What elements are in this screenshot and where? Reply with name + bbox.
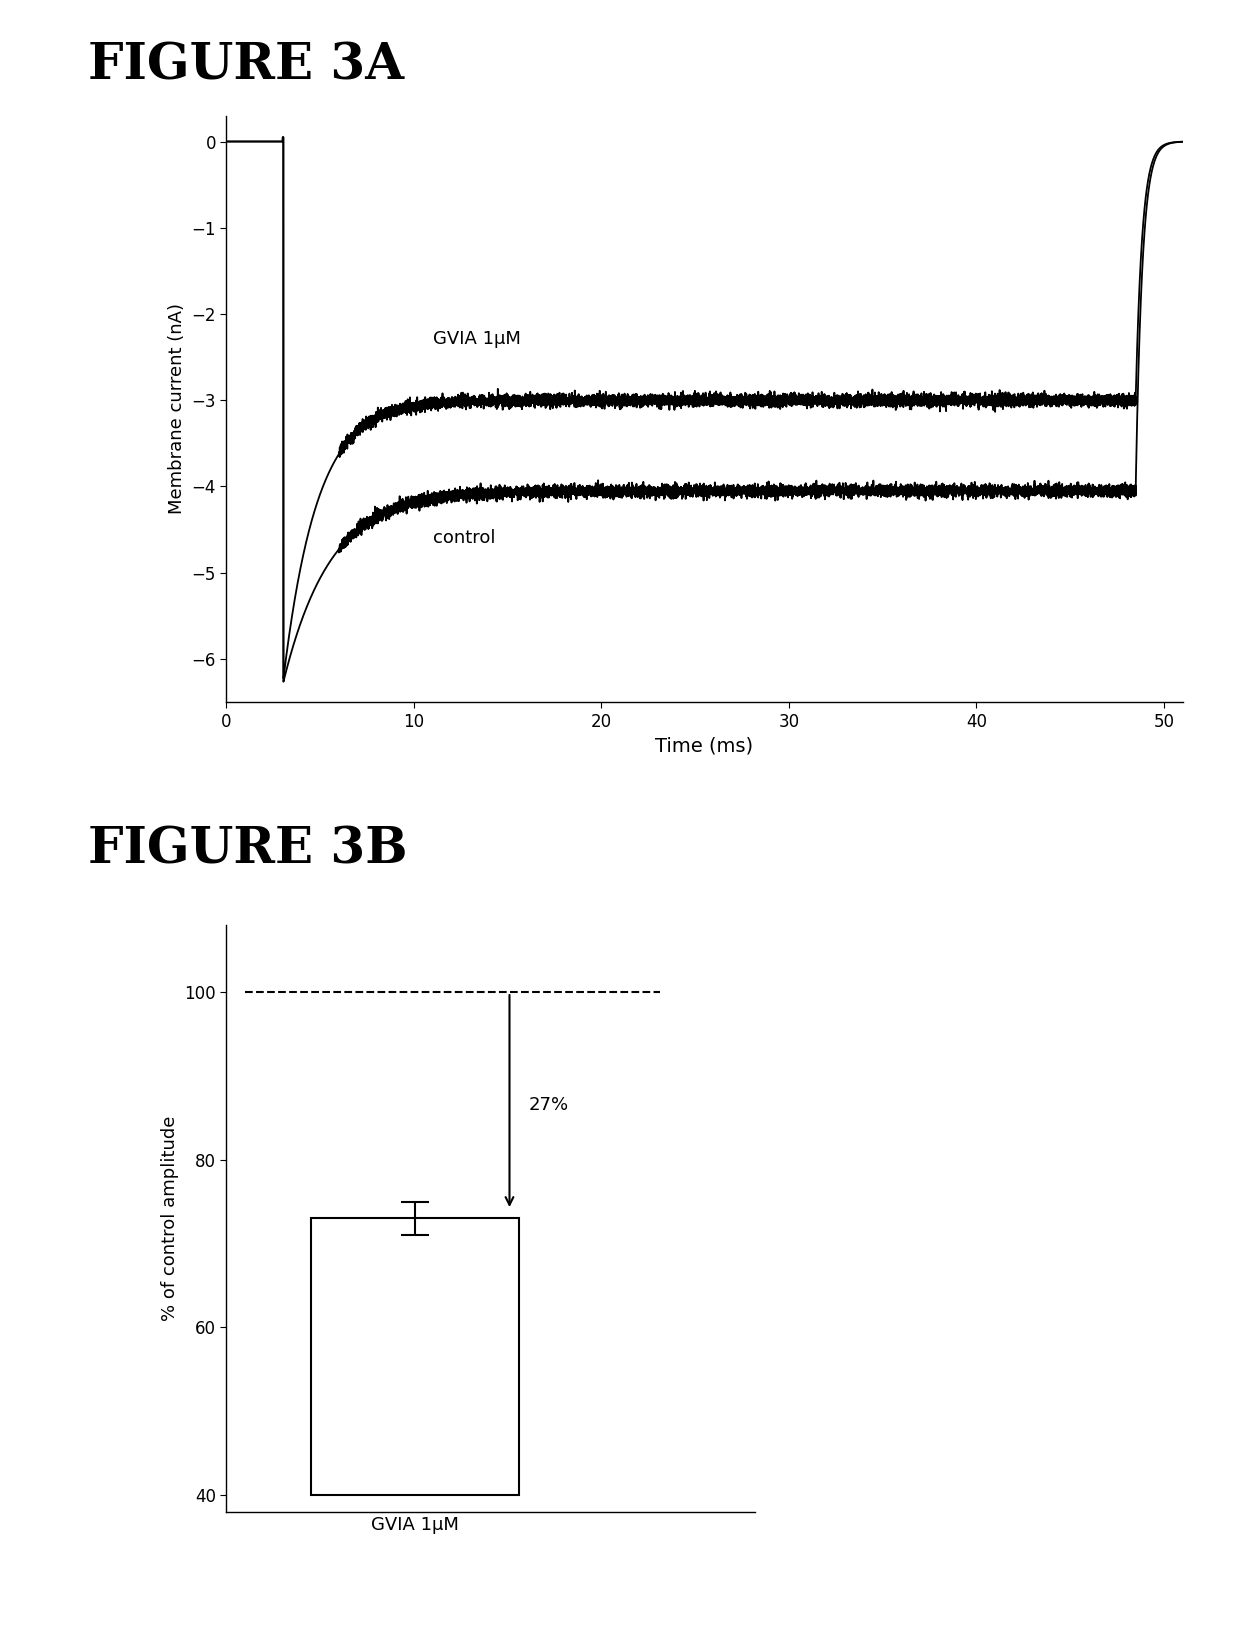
- X-axis label: Time (ms): Time (ms): [655, 737, 754, 755]
- Text: FIGURE 3A: FIGURE 3A: [88, 41, 404, 91]
- Text: GVIA 1μM: GVIA 1μM: [433, 330, 521, 349]
- Text: FIGURE 3B: FIGURE 3B: [88, 826, 408, 876]
- Y-axis label: % of control amplitude: % of control amplitude: [161, 1115, 179, 1322]
- Text: control: control: [433, 529, 496, 547]
- Text: 27%: 27%: [528, 1097, 569, 1113]
- Bar: [312, 1219, 518, 1495]
- Y-axis label: Membrane current (nA): Membrane current (nA): [169, 304, 186, 514]
